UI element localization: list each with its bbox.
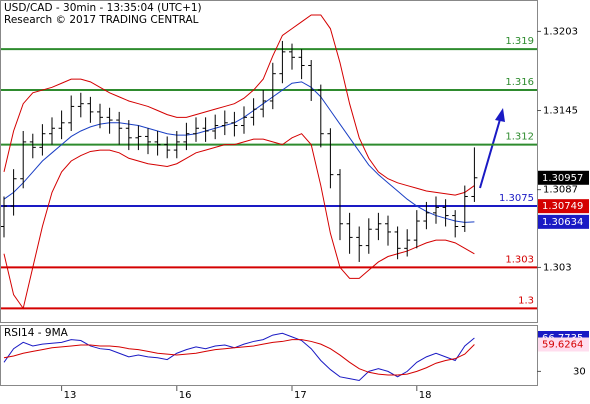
series-line bbox=[3, 332, 475, 382]
level-label: 1.3 bbox=[518, 295, 534, 306]
price-marker bbox=[538, 170, 589, 185]
level-label: 1.3075 bbox=[499, 193, 534, 204]
series-line bbox=[3, 133, 475, 310]
arrow-head bbox=[495, 108, 505, 122]
y-tick-label: 1.3203 bbox=[543, 26, 578, 37]
main-panel bbox=[0, 0, 538, 323]
value-marker bbox=[538, 337, 589, 352]
price-marker-label: 1.30749 bbox=[542, 201, 583, 212]
series-line bbox=[3, 81, 475, 223]
price-marker-label: 1.30634 bbox=[542, 217, 583, 228]
chart-title: USD/CAD - 30min - 13:35:04 (UTC+1) bbox=[4, 2, 202, 14]
rsi-title: RSI14 - 9MA bbox=[4, 327, 69, 339]
series-line bbox=[3, 339, 475, 376]
level-label: 1.316 bbox=[505, 77, 534, 88]
y-tick-label: 30 bbox=[573, 366, 586, 377]
x-tick-label: 17 bbox=[294, 390, 307, 400]
series-line bbox=[3, 14, 475, 196]
x-tick-label: 16 bbox=[179, 390, 192, 400]
rsi-panel bbox=[0, 325, 538, 386]
price-marker-label: 1.30957 bbox=[542, 173, 583, 184]
price-marker bbox=[538, 199, 589, 214]
arrow bbox=[479, 115, 502, 189]
chart-subtitle: Research © 2017 TRADING CENTRAL bbox=[4, 14, 199, 26]
x-tick-label: 18 bbox=[419, 390, 432, 400]
y-tick-label: 1.303 bbox=[543, 262, 572, 273]
level-label: 1.312 bbox=[505, 132, 534, 143]
price-marker bbox=[538, 214, 589, 229]
level-label: 1.319 bbox=[505, 36, 534, 47]
level-label: 1.303 bbox=[505, 254, 534, 265]
value-marker-label: 59.6264 bbox=[542, 339, 583, 350]
y-tick-label: 1.3145 bbox=[543, 106, 578, 117]
title-bg bbox=[2, 1, 186, 27]
y-tick-label: 1.3087 bbox=[543, 185, 578, 196]
x-tick-label: 13 bbox=[64, 390, 77, 400]
